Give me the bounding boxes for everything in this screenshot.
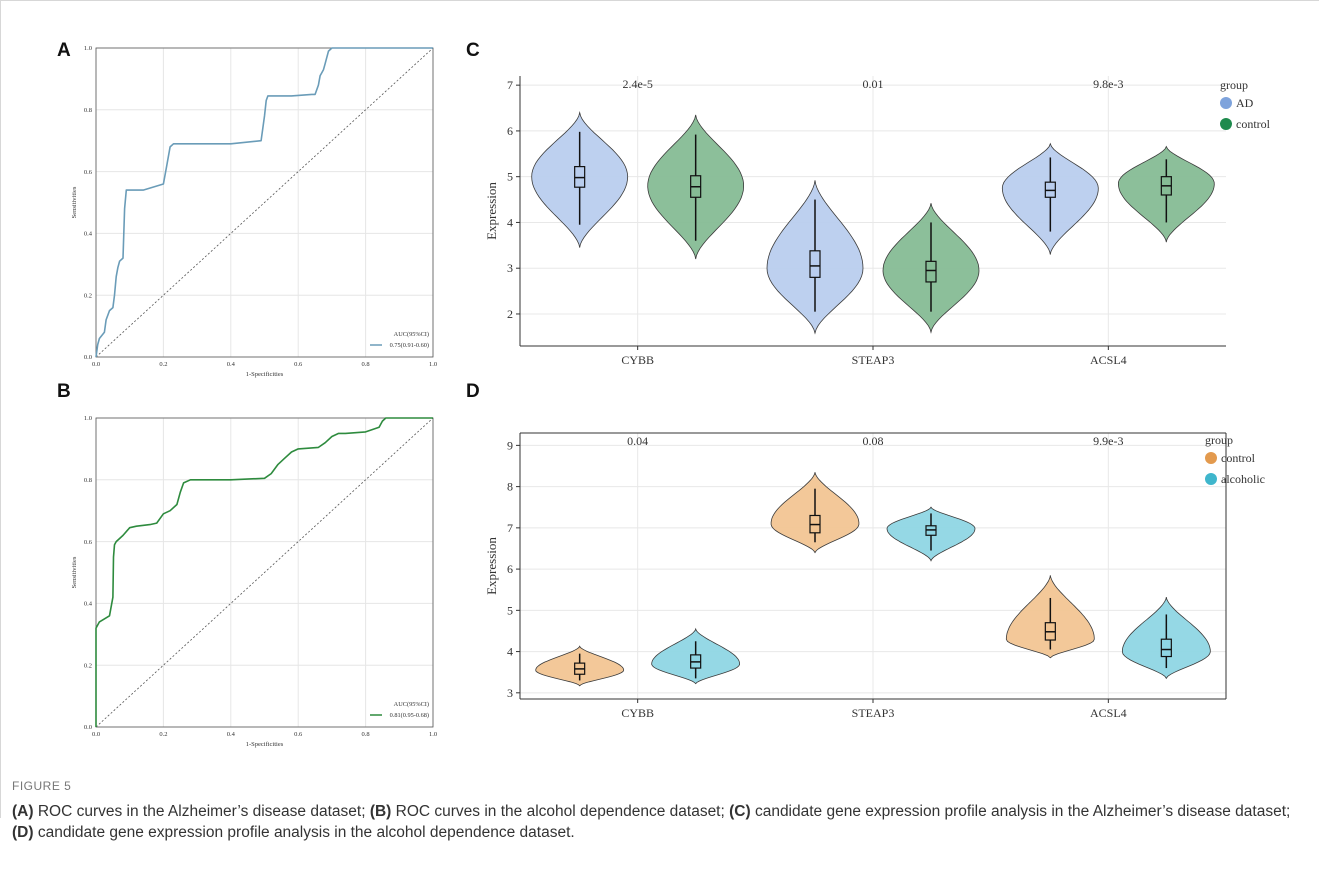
y-tick-label: 3 [507,261,513,275]
legend-title: AUC(95%CI) [394,331,429,338]
x-tick-label: 1.0 [429,361,437,368]
y-tick-label: 4 [507,215,513,229]
x-axis-label: 1-Specificities [246,741,284,748]
box [809,250,821,278]
p-value-label: 0.08 [863,434,884,448]
y-tick-label: 9 [507,438,513,452]
y-tick-label: 5 [507,603,513,617]
panel-label-b: B [57,381,71,402]
caption-text-d: candidate gene expression profile analys… [33,824,575,841]
y-axis-label: Sensitivities [71,186,78,218]
caption-ref-b: (B) [369,803,392,820]
caption-text-b: ROC curves in the alcohol dependence dat… [391,803,730,820]
reference-diagonal [95,47,434,358]
x-tick-label: 0.6 [294,361,303,368]
y-tick-label: 0.8 [84,107,92,114]
roc-curve-alcohol [95,417,433,727]
legend-swatch-control [1205,452,1217,464]
y-tick-label: 0.0 [84,354,92,361]
roc-curve-alzheimers [95,47,433,358]
panel-label-a: A [57,40,71,61]
x-tick-label: STEAP3 [852,353,895,367]
caption-ref-d: (D) [12,824,34,841]
y-tick-label: 0.6 [84,169,93,176]
x-tick-label: 0.2 [159,361,167,368]
legend-title: group [1205,433,1233,447]
y-tick-label: 7 [507,521,513,535]
x-tick-label: ACSL4 [1090,353,1127,367]
caption-text-a: ROC curves in the Alzheimer’s disease da… [33,803,370,820]
legend-auc-label: 0.75(0.91-0.60) [390,342,429,349]
y-tick-label: 3 [507,686,513,700]
x-tick-label: 0.0 [92,731,100,738]
y-tick-label: 0.2 [84,292,92,299]
y-axis-label: Expression [484,182,499,240]
reference-diagonal [95,417,434,728]
roc-chart-alzheimers: 0.00.0 0.2 0.2 0.4 0.4 0.6 0.6 0.8 0.8 1.0 1.0 1-Sp… [71,45,437,378]
x-tick-label: 0.6 [294,731,303,738]
y-tick-label: 6 [507,562,513,576]
x-tick-label: 0.8 [362,361,370,368]
x-tick-label: CYBB [621,353,654,367]
x-tick-label: 0.8 [362,731,370,738]
y-tick-label: 1.0 [84,45,92,52]
x-tick-label: CYBB [621,706,654,720]
box [925,260,937,283]
caption-ref-a: (A) [12,803,34,820]
legend-item-ad: AD [1236,96,1254,110]
p-value-label: 0.01 [863,77,884,91]
x-tick-label: 0.0 [92,361,100,368]
x-tick-label: STEAP3 [852,706,895,720]
panel-label-d: D [466,381,480,402]
legend-title: AUC(95%CI) [394,701,429,708]
legend-swatch-ad [1220,97,1232,109]
p-value-label: 2.4e-5 [623,77,653,91]
y-tick-label: 0.0 [84,724,92,731]
legend-item-control: control [1221,451,1256,465]
y-tick-label: 6 [507,124,513,138]
y-axis-label: Sensitivities [71,556,78,588]
legend-auc-label: 0.81(0.95-0.68) [390,712,429,719]
panel-label-c: C [466,40,480,61]
plot-frame [95,417,434,728]
x-tick-label: ACSL4 [1090,706,1127,720]
p-value-label: 0.04 [627,434,648,448]
x-axis-label: 1-Specificities [246,371,284,378]
x-tick-label: 0.4 [227,731,236,738]
y-tick-label: 8 [507,480,513,494]
legend-swatch-alcoholic [1205,473,1217,485]
legend-swatch-control [1220,118,1232,130]
violin-chart-alcohol: 3 4 5 6 7 8 9 Expression CYBB 0.04 STEAP3 0.08 ACSL4… [484,432,1265,720]
caption-ref-c: (C) [729,803,751,820]
plot-frame [95,47,434,358]
legend-title: group [1220,78,1248,92]
figure-caption: (A) ROC curves in the Alzheimer’s diseas… [12,801,1307,843]
figure-border-left [0,0,1,818]
y-tick-label: 0.6 [84,539,93,546]
y-tick-label: 2 [507,307,513,321]
x-tick-label: 1.0 [429,731,437,738]
y-tick-label: 7 [507,78,513,92]
x-tick-label: 0.2 [159,731,167,738]
p-value-label: 9.9e-3 [1093,434,1123,448]
y-tick-label: 5 [507,170,513,184]
box [1160,638,1172,658]
x-tick-label: 0.4 [227,361,236,368]
y-tick-label: 0.8 [84,477,92,484]
y-tick-label: 0.4 [84,231,93,238]
figure-label: FIGURE 5 [12,779,72,793]
y-tick-label: 0.4 [84,601,93,608]
y-tick-label: 0.2 [84,662,92,669]
figure-border-top [0,0,1319,1]
y-tick-label: 1.0 [84,415,92,422]
roc-chart-alcohol: 0.00.0 0.2 0.2 0.4 0.4 0.6 0.6 0.8 0.8 1.0 1.0 1-Sp… [71,415,437,748]
legend-item-control: control [1236,117,1271,131]
y-tick-label: 4 [507,645,513,659]
legend-item-alcoholic: alcoholic [1221,472,1265,486]
y-axis-label: Expression [484,537,499,595]
caption-text-c: candidate gene expression profile analys… [750,803,1291,820]
violin-chart-alzheimers: 2 3 4 5 6 7 Expression CYBB 2.4e-5 STEAP3 0.01 ACSL… [484,76,1271,367]
p-value-label: 9.8e-3 [1093,77,1123,91]
